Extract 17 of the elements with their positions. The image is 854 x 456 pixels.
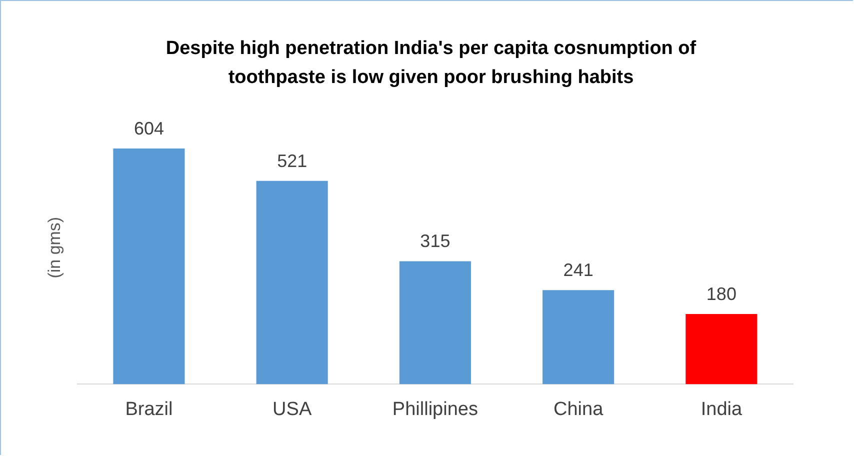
x-tick-label: USA xyxy=(272,398,312,420)
bar xyxy=(113,148,185,384)
data-label: 180 xyxy=(706,284,736,304)
data-label: 521 xyxy=(277,150,308,171)
x-tick-label: Phillipines xyxy=(392,398,478,420)
bar xyxy=(399,261,471,384)
bar xyxy=(256,180,328,384)
y-axis-title: (in gms) xyxy=(44,216,64,278)
x-tick-label: Brazil xyxy=(125,398,173,420)
bar xyxy=(542,290,614,384)
data-label: 315 xyxy=(420,231,450,252)
data-label: 241 xyxy=(563,260,594,280)
data-label: 604 xyxy=(134,118,164,138)
x-tick-label: India xyxy=(700,398,742,420)
x-tick-label: China xyxy=(553,398,604,420)
bar xyxy=(686,314,758,384)
chart-title: Despite high penetration India's per capita cosnumption of toothpaste is low given poor brushing habits xyxy=(164,37,698,90)
